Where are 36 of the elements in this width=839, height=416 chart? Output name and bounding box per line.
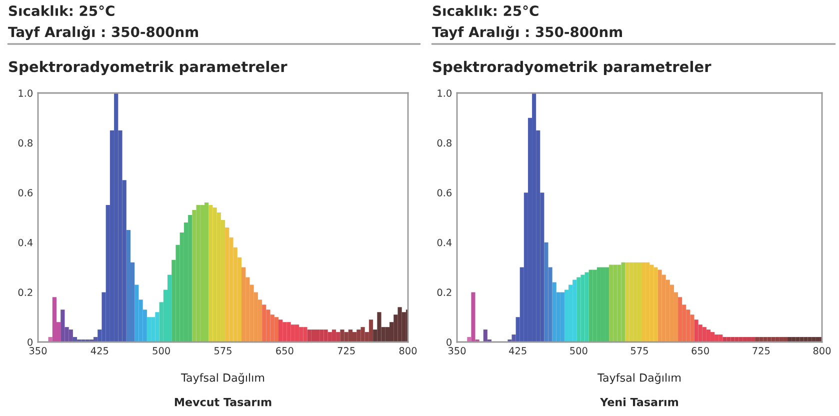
x-tick-label: 500 xyxy=(570,347,588,354)
y-tick-label: 0.6 xyxy=(18,189,33,196)
x-axis-title: Tayfsal Dağılım xyxy=(180,372,264,384)
y-tick-label: 0.2 xyxy=(18,288,32,296)
x-tick-label: 425 xyxy=(90,347,108,354)
text: Mevcut Tasarım xyxy=(174,398,272,406)
chart-title: Sıcaklık: 25°C xyxy=(8,5,114,16)
y-tick-label: 1.0 xyxy=(438,89,452,97)
chart-title: Sıcaklık: 25°C xyxy=(432,5,538,16)
x-tick-label: 575 xyxy=(630,347,648,354)
y-tick-label: 0.4 xyxy=(437,238,452,246)
y-tick-label: 0.8 xyxy=(18,139,32,147)
x-tick-label: 725 xyxy=(338,347,355,354)
x-tick-label: 800 xyxy=(813,347,831,354)
y-tick-label: 0.2 xyxy=(437,288,452,296)
chart-subtitle: Tayf Aralığı : 350-800nm xyxy=(432,26,622,40)
x-tick-label: 800 xyxy=(399,347,417,354)
x-tick-label: 350 xyxy=(29,347,47,354)
y-tick-label: 0 xyxy=(446,338,452,346)
y-tick-label: 1.0 xyxy=(18,89,32,97)
x-tick-label: 575 xyxy=(214,347,232,354)
x-tick-label: 725 xyxy=(752,347,770,354)
text: Spektroradyometrik parametreler xyxy=(433,60,712,76)
x-tick-label: 425 xyxy=(509,347,526,354)
text: Spektroradyometrik parametreler xyxy=(9,60,288,76)
y-tick-label: 0 xyxy=(28,338,32,346)
y-tick-label: 0.8 xyxy=(437,139,452,147)
y-tick-label: 0.4 xyxy=(18,238,33,246)
x-tick-label: 350 xyxy=(448,347,466,354)
chart-subtitle: Tayf Aralığı : 350-800nm xyxy=(8,26,198,40)
text: Yeni Tasarım xyxy=(600,398,678,406)
x-axis-title: Tayfsal Dağılım xyxy=(597,372,681,384)
y-tick-label: 0.6 xyxy=(437,189,452,196)
x-tick-label: 650 xyxy=(276,347,294,354)
x-tick-label: 650 xyxy=(692,347,709,354)
x-tick-label: 500 xyxy=(152,347,170,354)
